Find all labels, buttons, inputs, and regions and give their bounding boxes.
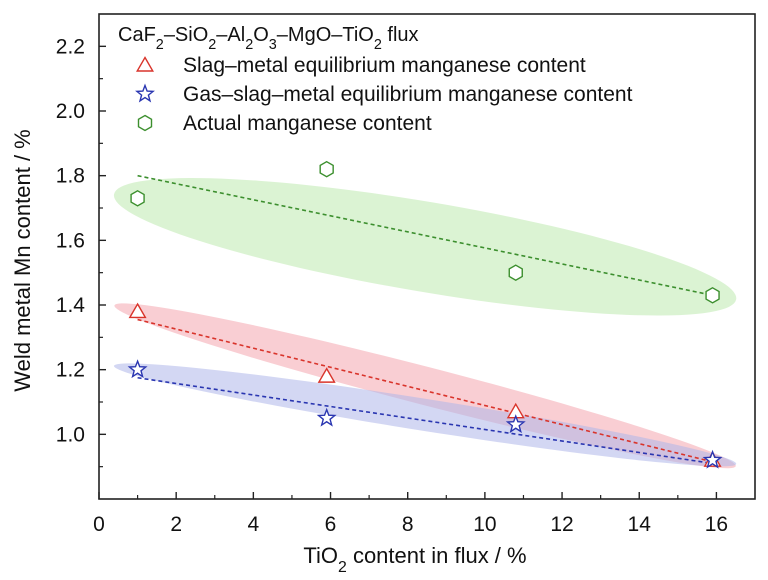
hexagon-marker (319, 160, 334, 178)
confidence-ellipses (113, 178, 737, 469)
data-markers (127, 160, 723, 469)
trend-line-slag-metal-equilibrium-manganese-content (137, 318, 713, 463)
x-axis-title: TiO2 content in flux / % (303, 543, 526, 576)
star-marker (702, 449, 723, 469)
y-tick-label: 1.0 (56, 423, 85, 446)
y-axis-title: Weld metal Mn content / % (10, 129, 35, 392)
plot-frame (98, 13, 756, 500)
y-axis-ticks: 1.0 1.2 1.4 1.6 1.8 2.0 2.2 (56, 35, 106, 468)
y-tick-label: 1.6 (56, 229, 85, 252)
legend-triangle-icon (135, 56, 155, 72)
hexagon-marker (130, 189, 145, 207)
triangle-marker (128, 302, 147, 319)
y-tick-label: 1.4 (56, 294, 86, 317)
x-axis-ticks: 0 2 4 6 8 10 12 14 16 (93, 492, 728, 536)
legend-label: Actual manganese content (183, 112, 432, 135)
triangle-marker (317, 367, 336, 383)
star-marker (127, 359, 148, 379)
x-tick-label: 0 (93, 513, 105, 536)
legend-label: Gas–slag–metal equilibrium manganese con… (183, 83, 633, 106)
x-tick-label: 14 (628, 513, 652, 536)
x-tick-label: 10 (473, 513, 496, 536)
x-tick-label: 8 (402, 513, 414, 536)
ellipse-actual-manganese-content (113, 178, 737, 316)
star-marker (505, 414, 526, 434)
legend-label: Slag–metal equilibrium manganese content (183, 54, 586, 77)
legend-star-icon (135, 83, 155, 103)
legend-hexagon-icon (137, 114, 153, 132)
trend-lines (137, 174, 713, 465)
x-tick-label: 16 (705, 513, 728, 536)
y-tick-label: 1.2 (56, 359, 85, 382)
legend: CaF2–SiO2–Al2O3–MgO–TiO2 fluxSlag–metal … (118, 24, 633, 135)
y-tick-label: 1.8 (56, 165, 85, 188)
trend-line-gas-slag-metal-equilibrium-manganese-content (137, 376, 713, 465)
x-tick-label: 4 (248, 513, 260, 536)
ellipse-gas-slag-metal-equilibrium-manganese-content (113, 363, 737, 467)
hexagon-marker (705, 286, 720, 304)
legend-title: CaF2–SiO2–Al2O3–MgO–TiO2 flux (118, 24, 419, 53)
hexagon-marker (508, 264, 523, 281)
x-tick-label: 6 (325, 513, 337, 536)
y-tick-label: 2.2 (56, 35, 85, 58)
x-tick-label: 2 (170, 513, 182, 536)
y-tick-label: 2.0 (56, 100, 85, 123)
star-marker (316, 407, 337, 427)
x-tick-label: 12 (550, 513, 573, 536)
